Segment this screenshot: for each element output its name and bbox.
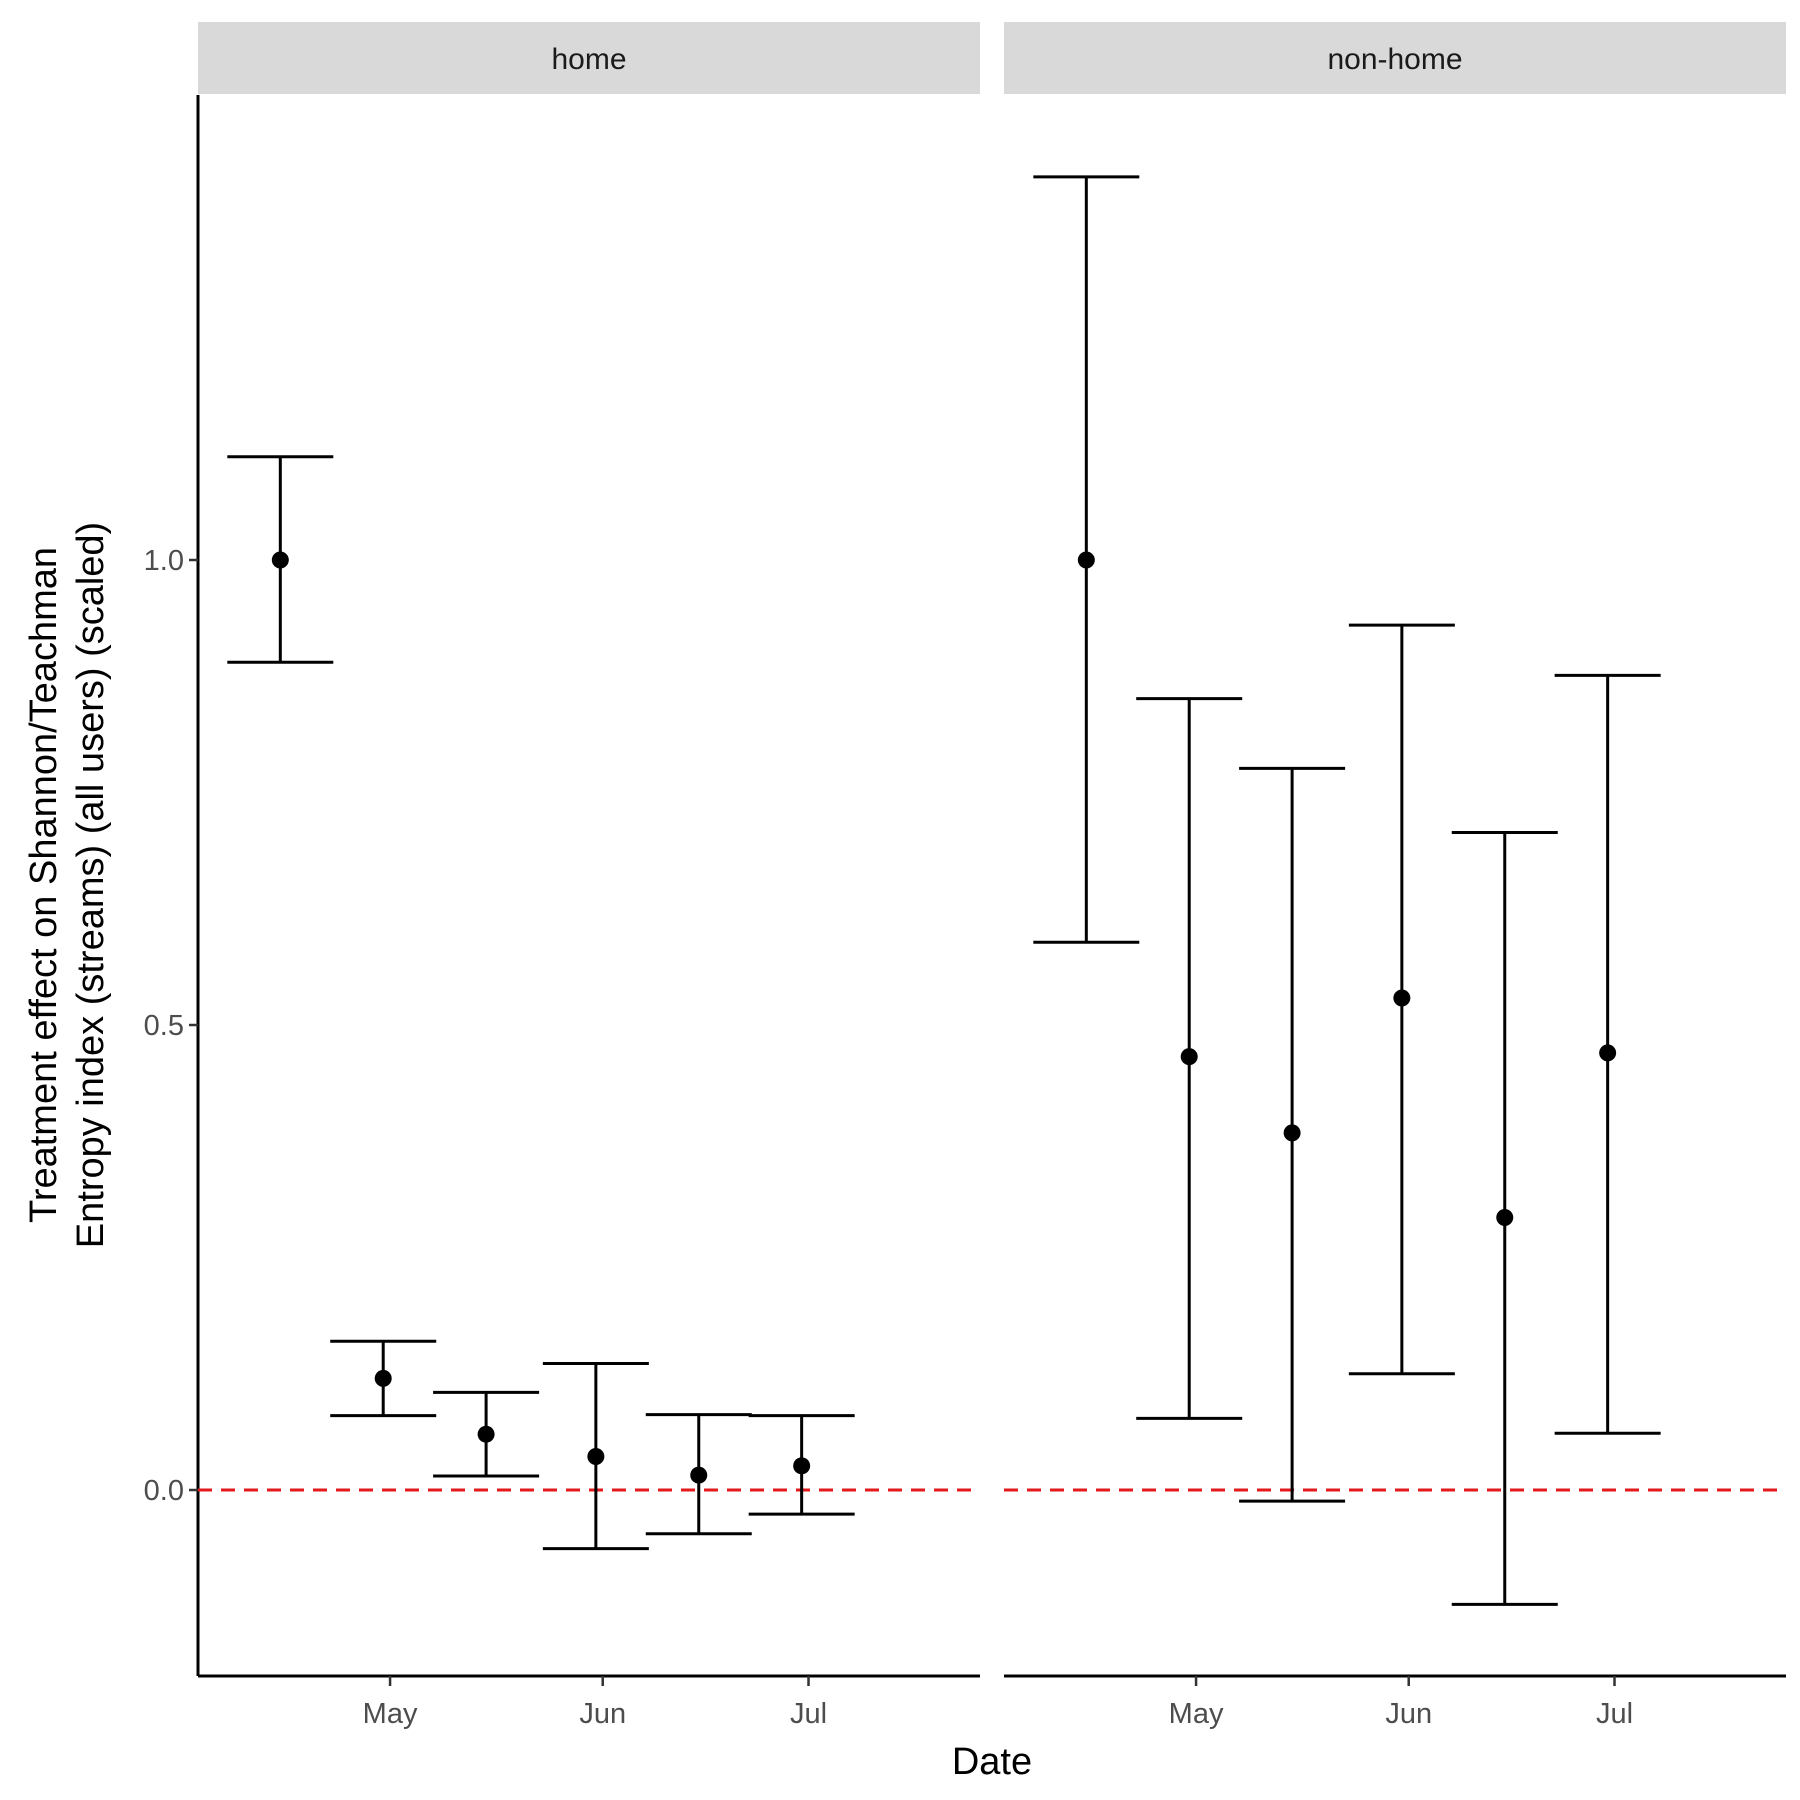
strip-home-background [198, 22, 980, 94]
estimate-point [793, 1457, 811, 1475]
x-tick-label: Jul [1596, 1698, 1633, 1730]
x-tick-label: May [1169, 1698, 1224, 1730]
strip-non-home-background [1004, 22, 1786, 94]
estimate-point [1496, 1209, 1514, 1227]
estimate-point [1599, 1044, 1617, 1062]
y-tick-label: 0.5 [144, 1010, 184, 1042]
y-axis-title-line-1: Treatment effect on Shannon/Teachman [23, 547, 65, 1223]
strip-label-home: home [551, 43, 626, 76]
x-axis-title: Date [952, 1741, 1032, 1783]
x-tick-label: Jun [1385, 1698, 1432, 1730]
estimate-point [587, 1448, 605, 1466]
estimate-point [1077, 551, 1095, 569]
strip-label-non-home: non-home [1327, 43, 1462, 76]
estimate-point [374, 1369, 392, 1387]
estimate-point [1283, 1124, 1301, 1142]
estimate-point [1180, 1048, 1198, 1066]
estimate-point [1393, 989, 1411, 1007]
estimate-point [690, 1466, 708, 1484]
estimate-point [271, 551, 289, 569]
x-tick-label: May [363, 1698, 418, 1730]
y-tick-label: 0.0 [144, 1475, 184, 1507]
plot-layer: 0.0 0.5 1.0 May Jun Jul May Jun Jul [144, 95, 1786, 1730]
x-tick-label: Jul [790, 1698, 827, 1730]
estimate-point [477, 1425, 495, 1443]
y-tick-label: 1.0 [144, 545, 184, 577]
y-axis-title-line-2: Entropy index (streams) (all users) (sca… [70, 522, 112, 1248]
x-tick-label: Jun [579, 1698, 626, 1730]
